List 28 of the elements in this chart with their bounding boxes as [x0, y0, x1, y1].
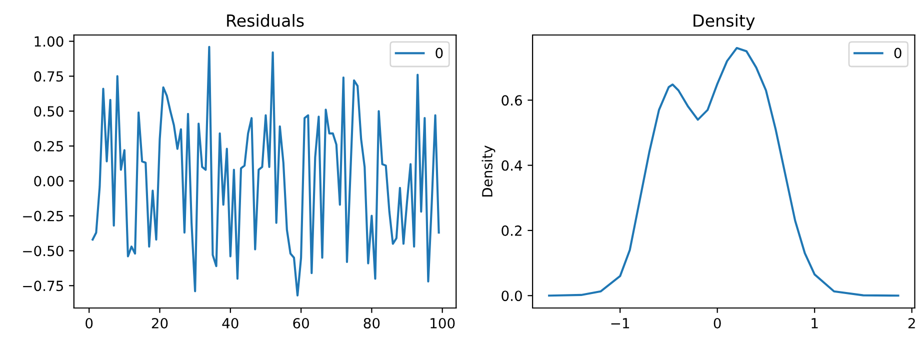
y-tick-label: 1.00 [34, 36, 64, 47]
y-tick-label: 0.6 [502, 95, 522, 106]
y-tick-label: 0.50 [34, 106, 64, 117]
x-tick-label: 100 [430, 318, 455, 328]
y-tick-label: 0.25 [34, 140, 63, 152]
x-tick-label: 80 [364, 318, 380, 328]
chart-title: Residuals [227, 14, 304, 27]
y-tick-label: −0.25 [23, 210, 63, 222]
y-tick-label: 0.2 [502, 225, 522, 236]
x-tick-label: 60 [293, 318, 309, 328]
legend-label: 0 [894, 48, 902, 58]
y-tick-label: 0.4 [502, 160, 522, 171]
x-tick-label: −1 [611, 318, 630, 328]
y-tick-label: −0.50 [23, 246, 64, 256]
line-series [548, 46, 900, 297]
legend-label: 0 [436, 48, 443, 58]
x-tick-label: 2 [908, 318, 915, 328]
y-tick-label: −0.75 [23, 280, 63, 292]
x-tick-label: 1 [812, 318, 818, 328]
chart-title: Density [694, 14, 755, 30]
x-tick-label: 0 [714, 318, 721, 328]
y-axis-title: Density [482, 146, 496, 197]
x-tick-label: 40 [222, 318, 238, 328]
x-tick-label: 20 [152, 318, 168, 328]
x-tick-label: 0 [86, 318, 93, 328]
y-tick-label: 0.75 [34, 71, 63, 82]
y-tick-label: 0.00 [34, 176, 64, 186]
y-tick-label: 0.0 [502, 290, 522, 302]
